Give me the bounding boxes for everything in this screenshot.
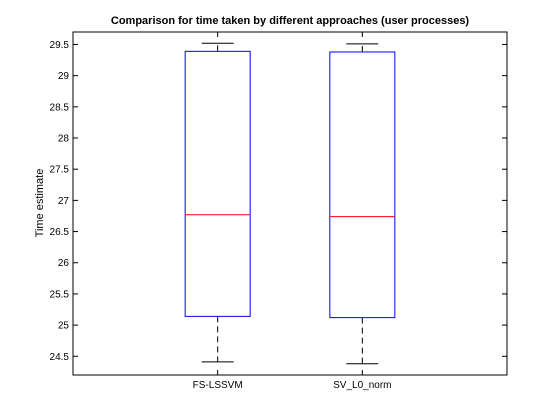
x-tick-label: FS-LSSVM [193, 380, 243, 391]
y-tick-label: 26 [58, 258, 70, 269]
y-tick-label: 29 [58, 71, 70, 82]
y-tick-label: 25.5 [50, 289, 70, 300]
plot-area [73, 32, 507, 375]
y-tick-label: 28 [58, 134, 70, 145]
y-tick-label: 29.5 [50, 40, 70, 51]
chart-title: Comparison for time taken by different a… [111, 15, 470, 27]
x-tick-label: SV_L0_norm [333, 380, 391, 391]
y-tick-label: 27 [58, 196, 70, 207]
y-tick-label: 28.5 [50, 102, 70, 113]
y-tick-label: 25 [58, 321, 70, 332]
y-tick-label: 24.5 [50, 352, 70, 363]
y-tick-label: 26.5 [50, 227, 70, 238]
y-axis-label: Time estimate [34, 169, 46, 238]
y-tick-label: 27.5 [50, 165, 70, 176]
